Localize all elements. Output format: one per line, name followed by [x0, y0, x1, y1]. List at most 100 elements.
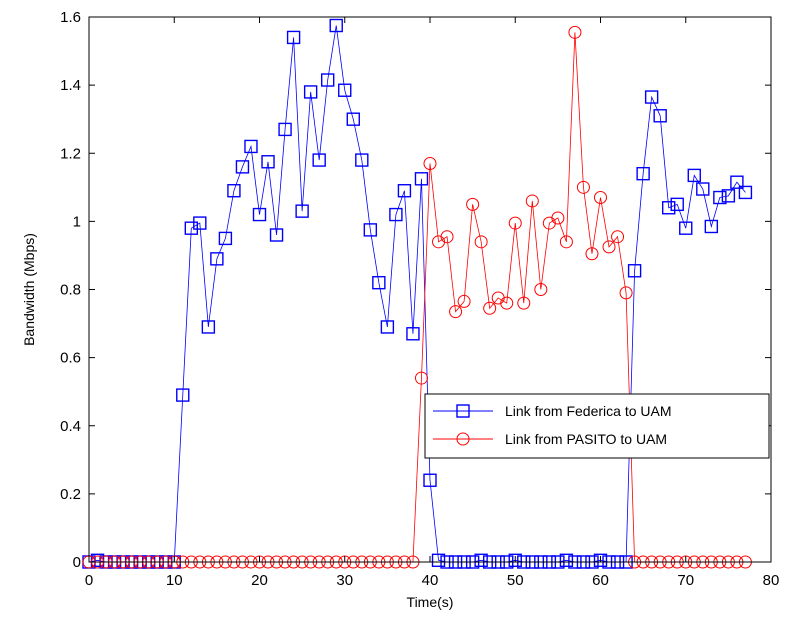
series-1-point [627, 264, 642, 278]
y-tick-label: 1.6 [60, 9, 81, 26]
series-1-point [721, 189, 736, 203]
series-1-point [636, 166, 650, 181]
series-1-point [713, 190, 727, 205]
series-1-point [295, 204, 309, 218]
series-1-point [406, 327, 420, 341]
series-2-point [619, 286, 633, 300]
legend: Link from Federica to UAM Link from PASIT… [424, 393, 770, 459]
series-1-point [679, 221, 693, 235]
series-2-point [585, 247, 599, 261]
y-axis-label: Bandwidth (Mbps) [21, 233, 37, 346]
x-tick-label: 10 [166, 572, 183, 589]
legend-entry-2: Link from PASITO to UAM [433, 431, 667, 447]
series-1-point [687, 168, 701, 183]
series-1-point [184, 221, 199, 235]
series-1-point [363, 223, 378, 237]
series-1-point [338, 83, 352, 97]
legend-marker [456, 404, 470, 418]
series-1-point [193, 216, 207, 230]
legend-marker [456, 432, 470, 446]
series-1-point [730, 175, 744, 189]
series-2-point [525, 194, 539, 208]
y-tick-label: 1.2 [60, 145, 81, 162]
series-2-point [568, 25, 582, 39]
series-1-point [244, 139, 258, 154]
series-1-point [414, 172, 429, 186]
series-1-point [559, 553, 574, 567]
series-1-point [235, 160, 250, 174]
x-tick-label: 70 [677, 572, 694, 589]
series-1-point [329, 18, 343, 33]
series-1-point [286, 30, 301, 45]
x-tick-label: 0 [85, 572, 93, 589]
series-1-point [380, 320, 395, 334]
series-1-point [303, 85, 318, 99]
series-1-point [278, 122, 292, 137]
series-2-point [423, 156, 437, 170]
series-1-point [508, 553, 522, 567]
x-tick-label: 30 [336, 572, 353, 589]
series-2-point [551, 211, 565, 225]
series-2-point [576, 180, 590, 194]
series-1-point [738, 185, 753, 200]
series-1-point [644, 90, 659, 104]
legend-entry-1: Link from Federica to UAM [433, 403, 672, 419]
series-1-point [312, 153, 326, 167]
series-1-point [662, 201, 676, 215]
series-1-point [653, 109, 667, 123]
series-1-point [227, 184, 241, 198]
y-tick-label: 1 [73, 213, 81, 230]
legend-label: Link from PASITO to UAM [505, 431, 667, 447]
series-2-point [483, 301, 497, 315]
series-1-point [593, 553, 608, 567]
y-tick-label: 0.4 [60, 418, 81, 435]
series-1-point [397, 184, 412, 198]
series-2-point [508, 216, 522, 230]
series-2-point [517, 296, 531, 310]
series-1-point [431, 553, 446, 567]
legend-box [424, 393, 770, 459]
series-2-point [474, 235, 488, 249]
series-1-point [355, 153, 369, 167]
axes-layer: 0 10 20 30 40 50 60 70 80 0 0.2 0.4 0.6 0.8 1 1.2 1.4 1.6 [60, 9, 779, 589]
series-2-point [534, 283, 548, 296]
x-tick-label: 20 [251, 572, 268, 589]
series-1-line [88, 25, 746, 563]
series-1-point [423, 473, 437, 487]
series-1-point [704, 219, 719, 234]
series-1-point [474, 553, 488, 567]
legend-items: Link from Federica to UAM Link from PASIT… [433, 403, 672, 447]
series-1-point [269, 228, 284, 242]
series-1-point [218, 231, 233, 246]
series-1-point [389, 207, 403, 222]
series-1-point [696, 182, 710, 196]
series-2-point [559, 235, 573, 249]
x-tick-label: 80 [763, 572, 780, 589]
x-tick-label: 40 [422, 572, 439, 589]
series-2-point [602, 240, 616, 254]
series-2-point [611, 230, 625, 244]
series-1-point [346, 112, 360, 126]
series-2-point [457, 294, 471, 308]
y-tick-label: 0.2 [60, 486, 81, 503]
series-2-point [440, 230, 454, 244]
series-1-point [252, 207, 267, 222]
series-1-point [201, 320, 216, 334]
series-1-point [261, 155, 275, 169]
series-2-point [414, 371, 428, 385]
series-1-point [210, 252, 224, 266]
y-tick-label: 0.6 [60, 350, 81, 367]
x-axis-label: Time(s) [407, 594, 454, 610]
x-tick-label: 50 [507, 572, 524, 589]
y-tick-label: 0 [73, 554, 81, 571]
series-1-point [372, 275, 386, 290]
series-2-point [500, 296, 514, 310]
series-2-point [449, 305, 463, 319]
series-1-point [176, 388, 190, 402]
series-2-point [466, 197, 480, 211]
legend-label: Link from Federica to UAM [505, 403, 672, 419]
series-1-point [670, 197, 684, 212]
y-tick-label: 1.4 [60, 77, 81, 94]
